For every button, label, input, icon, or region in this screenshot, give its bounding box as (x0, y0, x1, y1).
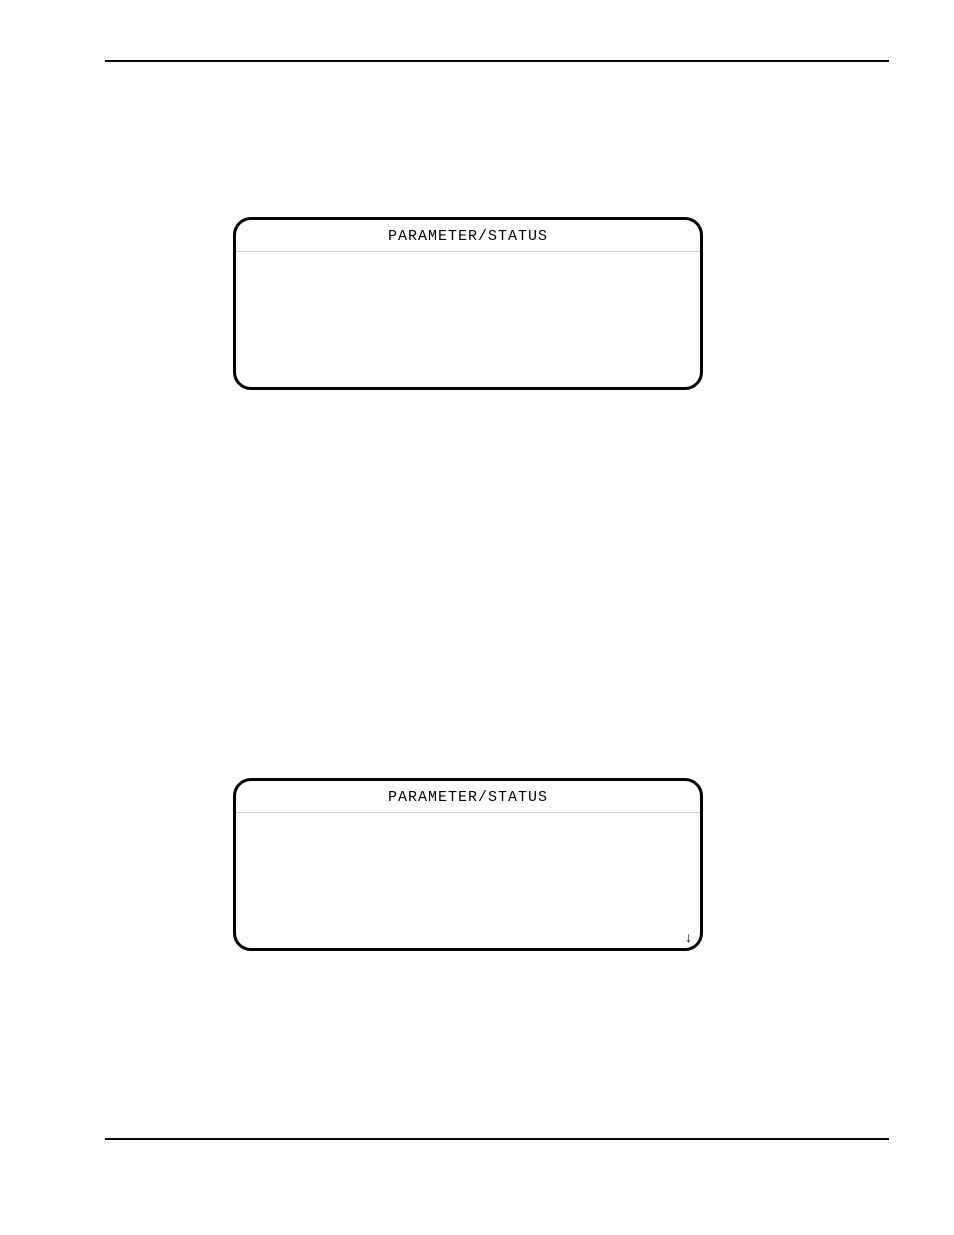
parameter-status-panel-2: PARAMETER/STATUS ↓ (233, 778, 703, 951)
bottom-horizontal-rule (105, 1138, 889, 1140)
panel-2-title: PARAMETER/STATUS (236, 781, 700, 813)
down-arrow-icon: ↓ (685, 930, 692, 944)
panel-1-title: PARAMETER/STATUS (236, 220, 700, 252)
parameter-status-panel-1: PARAMETER/STATUS (233, 217, 703, 390)
panel-2-body: ↓ (236, 813, 700, 948)
top-horizontal-rule (105, 60, 889, 62)
panel-1-body (236, 252, 700, 387)
vertical-gap (105, 390, 889, 778)
